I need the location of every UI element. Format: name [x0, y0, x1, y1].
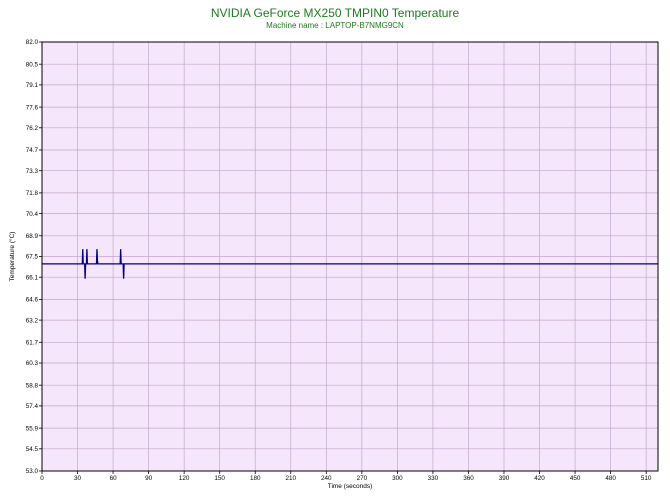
y-tick-label: 80.5 — [26, 61, 39, 68]
y-tick-label: 67.5 — [26, 254, 39, 261]
x-tick-label: 300 — [392, 475, 403, 482]
y-axis-label: Temperature (°C) — [8, 232, 16, 282]
x-ticks: 0 30 60 90 120 150 180 210 240 270 300 330 360 390 420… — [40, 471, 652, 482]
y-tick-label: 55.9 — [26, 425, 39, 432]
y-tick-label: 64.6 — [26, 297, 39, 304]
y-tick-label: 53.0 — [26, 468, 39, 475]
x-tick-label: 450 — [570, 475, 581, 482]
x-tick-label: 0 — [40, 475, 44, 482]
chart-title: NVIDIA GeForce MX250 TMPIN0 Temperature — [210, 6, 460, 20]
y-tick-label: 68.9 — [26, 233, 39, 240]
y-tick-label: 61.7 — [26, 340, 39, 347]
y-tick-label: 58.8 — [26, 382, 39, 389]
x-tick-label: 390 — [499, 475, 510, 482]
series-line — [42, 249, 658, 279]
series-layer — [42, 249, 658, 279]
y-tick-label: 60.3 — [26, 360, 39, 367]
y-tick-label: 73.3 — [26, 168, 39, 175]
y-tick-label: 54.5 — [26, 446, 39, 453]
y-tick-label: 70.4 — [26, 211, 39, 218]
x-tick-label: 120 — [179, 475, 190, 482]
y-tick-label: 57.4 — [26, 403, 39, 410]
y-tick-label: 82.0 — [26, 39, 39, 46]
x-tick-label: 150 — [214, 475, 225, 482]
y-ticks: 82.0 80.5 79.1 77.6 76.2 74.7 73.3 71.8 70.4 68.9… — [26, 39, 42, 475]
grid — [42, 42, 658, 471]
x-tick-label: 210 — [286, 475, 297, 482]
y-tick-label: 79.1 — [26, 82, 39, 89]
x-tick-label: 480 — [605, 475, 616, 482]
x-tick-label: 180 — [250, 475, 261, 482]
y-tick-label: 71.8 — [26, 190, 39, 197]
x-tick-label: 90 — [145, 475, 153, 482]
y-tick-label: 77.6 — [26, 104, 39, 111]
x-tick-label: 270 — [357, 475, 368, 482]
x-tick-label: 360 — [463, 475, 474, 482]
y-tick-label: 66.1 — [26, 274, 39, 281]
x-tick-label: 510 — [641, 475, 652, 482]
x-tick-label: 240 — [321, 475, 332, 482]
chart-subtitle: Machine name : LAPTOP-B7NMG9CN — [266, 21, 404, 30]
x-tick-label: 330 — [428, 475, 439, 482]
y-tick-label: 74.7 — [26, 147, 39, 154]
x-tick-label: 30 — [74, 475, 82, 482]
x-tick-label: 420 — [534, 475, 545, 482]
y-tick-label: 76.2 — [26, 125, 39, 132]
y-tick-label: 63.2 — [26, 317, 39, 324]
x-tick-label: 60 — [110, 475, 118, 482]
x-axis-label: Time (seconds) — [328, 483, 373, 490]
